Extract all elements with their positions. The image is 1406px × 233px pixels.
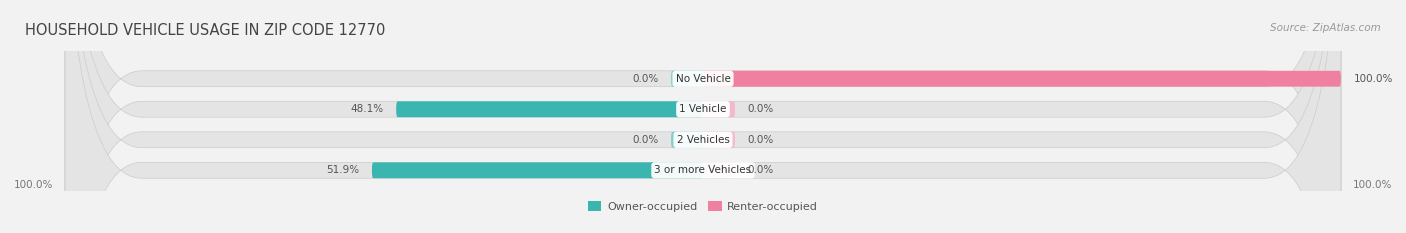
Text: 100.0%: 100.0% bbox=[1353, 180, 1392, 190]
Text: 0.0%: 0.0% bbox=[633, 74, 658, 84]
Text: 51.9%: 51.9% bbox=[326, 165, 359, 175]
Text: 0.0%: 0.0% bbox=[633, 135, 658, 145]
FancyBboxPatch shape bbox=[703, 132, 735, 148]
FancyBboxPatch shape bbox=[65, 0, 1341, 233]
FancyBboxPatch shape bbox=[703, 162, 735, 178]
FancyBboxPatch shape bbox=[703, 101, 735, 117]
Text: HOUSEHOLD VEHICLE USAGE IN ZIP CODE 12770: HOUSEHOLD VEHICLE USAGE IN ZIP CODE 1277… bbox=[25, 23, 385, 38]
FancyBboxPatch shape bbox=[703, 71, 1341, 87]
Text: 100.0%: 100.0% bbox=[1354, 74, 1393, 84]
FancyBboxPatch shape bbox=[65, 0, 1341, 233]
Text: 2 Vehicles: 2 Vehicles bbox=[676, 135, 730, 145]
Text: 0.0%: 0.0% bbox=[748, 135, 773, 145]
Text: Source: ZipAtlas.com: Source: ZipAtlas.com bbox=[1270, 23, 1381, 33]
FancyBboxPatch shape bbox=[396, 101, 703, 117]
Text: 0.0%: 0.0% bbox=[748, 165, 773, 175]
FancyBboxPatch shape bbox=[671, 71, 703, 87]
FancyBboxPatch shape bbox=[373, 162, 703, 178]
FancyBboxPatch shape bbox=[65, 0, 1341, 233]
Text: 3 or more Vehicles: 3 or more Vehicles bbox=[654, 165, 752, 175]
FancyBboxPatch shape bbox=[671, 132, 703, 148]
Text: 0.0%: 0.0% bbox=[748, 104, 773, 114]
Text: No Vehicle: No Vehicle bbox=[675, 74, 731, 84]
Text: 1 Vehicle: 1 Vehicle bbox=[679, 104, 727, 114]
Text: 48.1%: 48.1% bbox=[350, 104, 384, 114]
Text: 100.0%: 100.0% bbox=[14, 180, 53, 190]
Legend: Owner-occupied, Renter-occupied: Owner-occupied, Renter-occupied bbox=[583, 197, 823, 216]
FancyBboxPatch shape bbox=[65, 0, 1341, 233]
